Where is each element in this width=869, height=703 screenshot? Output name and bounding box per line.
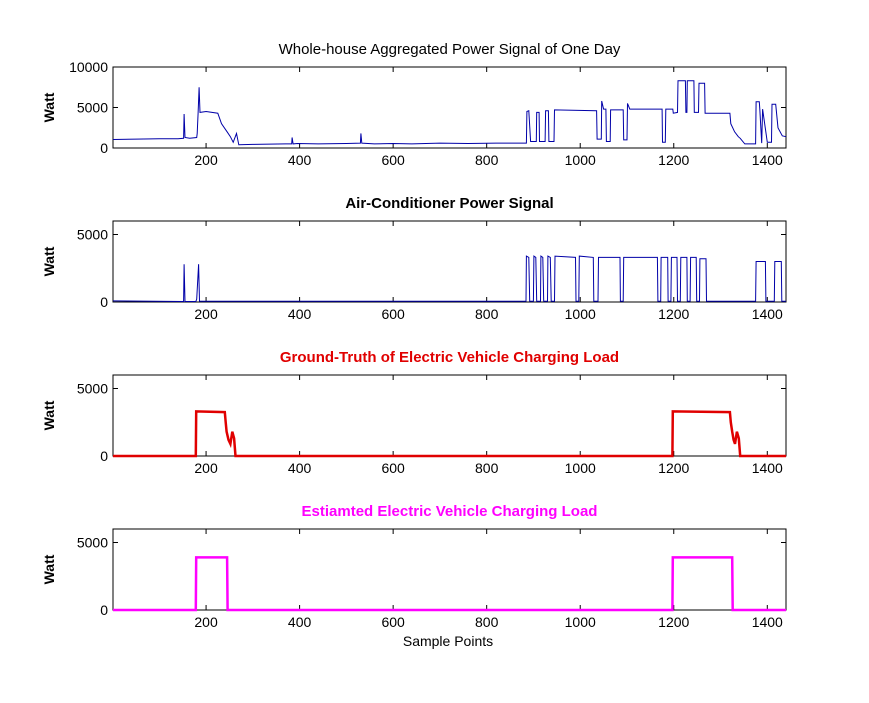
x-tick-label: 1000 [565,306,596,322]
plot-area [112,220,787,303]
subplot-title: Ground-Truth of Electric Vehicle Chargin… [280,349,619,366]
x-tick-label: 1000 [565,460,596,476]
x-tick-label: 1200 [658,152,689,168]
x-tick-label: 400 [288,614,312,630]
plot-area [112,528,787,611]
x-tick-label: 800 [475,614,499,630]
subplot-title: Estiamted Electric Vehicle Charging Load [302,503,598,520]
subplot-4: Estiamted Electric Vehicle Charging Load… [41,503,787,630]
x-tick-label: 800 [475,152,499,168]
series-line [113,410,786,458]
series-line [112,255,786,302]
series-line [113,556,786,612]
subplot-3: Ground-Truth of Electric Vehicle Chargin… [41,349,787,476]
x-tick-label: 1200 [658,460,689,476]
y-tick-label: 5000 [77,535,108,551]
x-tick-label: 1400 [752,306,783,322]
x-axis-label: Sample Points [403,633,493,649]
y-tick-label: 0 [100,294,108,310]
plot-area [112,66,787,149]
x-tick-label: 600 [381,306,405,322]
x-tick-label: 200 [194,614,218,630]
x-tick-label: 600 [381,152,405,168]
x-tick-label: 400 [288,152,312,168]
subplot-title: Air-Conditioner Power Signal [345,195,553,212]
y-tick-label: 0 [100,140,108,156]
y-tick-label: 5000 [77,381,108,397]
x-tick-label: 1200 [658,614,689,630]
x-tick-label: 1400 [752,152,783,168]
y-tick-label: 10000 [69,59,108,75]
subplot-panels: Whole-house Aggregated Power Signal of O… [41,41,787,630]
x-tick-label: 400 [288,460,312,476]
subplot-1: Whole-house Aggregated Power Signal of O… [41,41,787,168]
y-tick-label: 0 [100,448,108,464]
x-tick-label: 200 [194,306,218,322]
x-tick-label: 800 [475,306,499,322]
x-tick-label: 600 [381,460,405,476]
x-tick-label: 200 [194,152,218,168]
x-tick-label: 1200 [658,306,689,322]
x-tick-label: 400 [288,306,312,322]
subplot-2: Air-Conditioner Power Signal Watt 200 400 60… [41,195,787,322]
y-axis-label: Watt [41,246,57,276]
y-tick-label: 0 [100,602,108,618]
x-tick-label: 1400 [752,614,783,630]
y-axis-label: Watt [41,554,57,584]
y-tick-label: 5000 [77,100,108,116]
series-line [112,80,787,146]
plot-area [112,374,787,457]
x-tick-label: 800 [475,460,499,476]
y-axis-label: Watt [41,400,57,430]
subplot-title: Whole-house Aggregated Power Signal of O… [279,41,621,58]
y-tick-label: 5000 [77,227,108,243]
x-tick-label: 200 [194,460,218,476]
y-axis-label: Watt [41,92,57,122]
x-tick-label: 1000 [565,152,596,168]
x-tick-label: 1000 [565,614,596,630]
x-tick-label: 1400 [752,460,783,476]
x-tick-label: 600 [381,614,405,630]
